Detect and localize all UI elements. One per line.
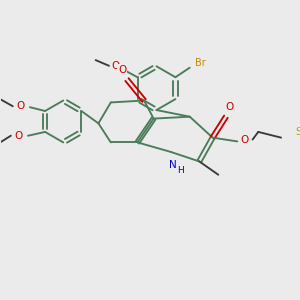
Text: O: O bbox=[241, 134, 249, 145]
Text: O: O bbox=[16, 101, 25, 111]
Text: H: H bbox=[177, 167, 184, 176]
Text: O: O bbox=[226, 102, 234, 112]
Text: N: N bbox=[169, 160, 176, 170]
Text: Br: Br bbox=[195, 58, 206, 68]
Text: O: O bbox=[112, 61, 120, 71]
Text: S: S bbox=[295, 127, 300, 137]
Text: O: O bbox=[118, 65, 126, 75]
Text: O: O bbox=[14, 131, 22, 141]
